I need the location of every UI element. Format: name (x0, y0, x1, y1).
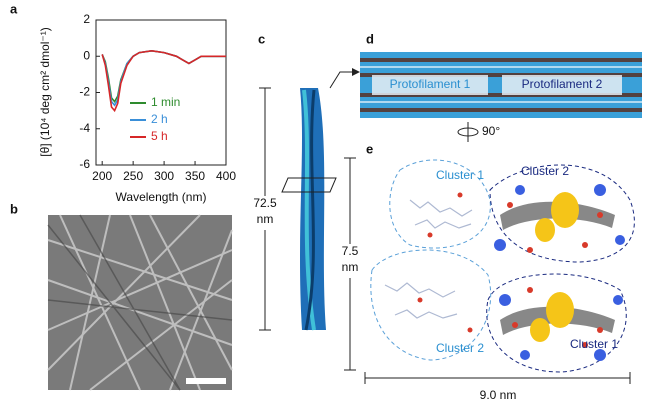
label-bg (470, 390, 526, 406)
label-bg (334, 244, 366, 278)
panel-label: d (366, 31, 374, 46)
x-tick-label: 350 (185, 169, 205, 183)
panel-label: a (10, 1, 18, 16)
y-tick-label: -2 (79, 85, 90, 99)
x-tick-label: 400 (216, 169, 236, 183)
y-tick-label: -6 (79, 157, 90, 171)
legend-label: 5 h (151, 129, 168, 143)
y-axis-label: [θ] (10⁴ deg cm² dmol⁻¹) (38, 27, 52, 157)
width-label: 9.0 nm (480, 388, 517, 402)
line-series (101, 49, 226, 103)
height-label: 7.5 (342, 244, 359, 258)
legend-label: 2 h (151, 112, 168, 126)
panel-label: b (10, 201, 18, 216)
y-tick-label: -4 (79, 121, 90, 135)
x-tick-label: 200 (92, 169, 112, 183)
micrograph (47, 214, 233, 391)
label-bg (248, 196, 282, 230)
rotation-label: 90° (482, 124, 500, 138)
y-tick-label: 0 (83, 48, 90, 62)
height-label: nm (342, 260, 359, 274)
panel-label: c (258, 31, 265, 46)
plot-frame (95, 19, 227, 166)
x-tick-label: 250 (123, 169, 143, 183)
cluster-label: Cluster 1 (436, 168, 484, 182)
y-tick-label: 2 (83, 12, 90, 26)
legend: 1 min 2 h 5 h (130, 95, 180, 143)
length-label: nm (257, 212, 274, 226)
cluster-label: Cluster 2 (436, 341, 484, 355)
x-tick-label: 300 (154, 169, 174, 183)
length-label: 72.5 (253, 196, 277, 210)
panel-label: e (366, 141, 373, 156)
fibril (259, 68, 360, 331)
x-axis-label: Wavelength (nm) (116, 190, 207, 204)
cluster-label: Cluster 2 (521, 164, 569, 178)
legend-label: 1 min (151, 95, 180, 109)
cluster-label: Cluster 1 (570, 337, 618, 351)
line-series (101, 49, 226, 113)
protofilament-label: Protofilament 2 (522, 77, 603, 91)
protofilament-label: Protofilament 1 (390, 77, 471, 91)
protofilament-view (360, 52, 642, 142)
cluster-structure (344, 157, 635, 384)
